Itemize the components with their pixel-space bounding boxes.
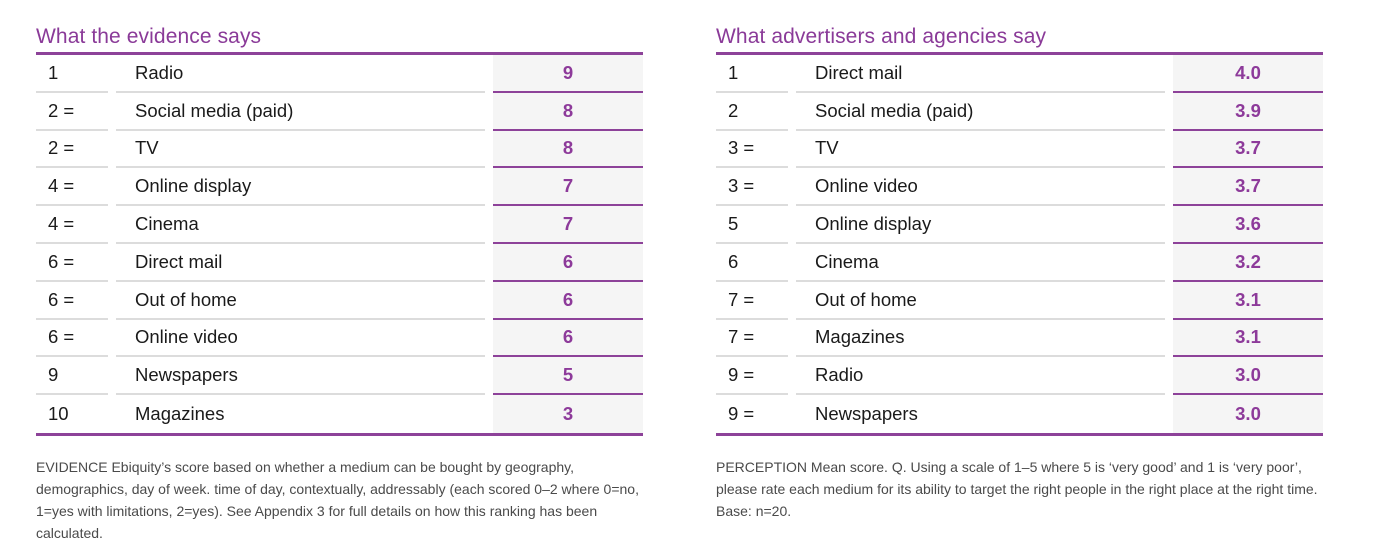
score: 3.2 bbox=[1173, 243, 1323, 282]
rank: 7 = bbox=[716, 282, 788, 320]
evidence-footnote: EVIDENCE Ebiquity’s score based on wheth… bbox=[36, 458, 639, 541]
medium: Direct mail bbox=[116, 244, 485, 282]
rank: 2 bbox=[716, 93, 788, 131]
table-row: 9 = Radio 3.0 bbox=[716, 357, 1323, 396]
evidence-table: 1 Radio 9 2 = Social media (paid) 8 2 = TV 8 4… bbox=[36, 52, 643, 436]
table-row: 3 = Online video 3.7 bbox=[716, 168, 1323, 207]
table-bottom-rule bbox=[36, 432, 643, 436]
rank: 6 = bbox=[36, 320, 108, 358]
table-row: 2 = TV 8 bbox=[36, 130, 643, 169]
rank: 6 = bbox=[36, 282, 108, 320]
score: 3 bbox=[493, 395, 643, 433]
medium: Online display bbox=[796, 206, 1165, 244]
table-row: 6 = Out of home 6 bbox=[36, 281, 643, 320]
score: 8 bbox=[493, 92, 643, 131]
table-row: 6 = Online video 6 bbox=[36, 319, 643, 358]
score: 6 bbox=[493, 281, 643, 320]
rank: 3 = bbox=[716, 168, 788, 207]
table-row: 6 = Direct mail 6 bbox=[36, 243, 643, 282]
score: 3.7 bbox=[1173, 130, 1323, 169]
table-row: 1 Radio 9 bbox=[36, 55, 643, 93]
table-row: 5 Online display 3.6 bbox=[716, 206, 1323, 244]
score: 6 bbox=[493, 243, 643, 282]
medium: Out of home bbox=[796, 282, 1165, 320]
table-row: 4 = Online display 7 bbox=[36, 168, 643, 207]
medium: Radio bbox=[796, 357, 1165, 396]
rank: 2 = bbox=[36, 131, 108, 169]
table-row: 4 = Cinema 7 bbox=[36, 206, 643, 244]
rank: 7 = bbox=[716, 320, 788, 358]
score: 3.0 bbox=[1173, 395, 1323, 433]
score: 6 bbox=[493, 319, 643, 358]
medium: Social media (paid) bbox=[796, 93, 1165, 131]
rank: 6 = bbox=[36, 244, 108, 282]
score: 7 bbox=[493, 206, 643, 244]
table-row: 9 Newspapers 5 bbox=[36, 357, 643, 396]
medium: Out of home bbox=[116, 282, 485, 320]
score: 5 bbox=[493, 357, 643, 396]
score: 3.6 bbox=[1173, 206, 1323, 244]
medium: Cinema bbox=[116, 206, 485, 244]
rank: 2 = bbox=[36, 93, 108, 131]
rank: 4 = bbox=[36, 206, 108, 244]
rank: 10 bbox=[48, 403, 69, 425]
medium: Newspapers bbox=[116, 357, 485, 396]
rank: 9 = bbox=[716, 357, 788, 396]
medium: Online display bbox=[116, 168, 485, 207]
medium: TV bbox=[116, 131, 485, 169]
medium: Radio bbox=[116, 55, 485, 93]
table-row: 2 = Social media (paid) 8 bbox=[36, 92, 643, 131]
medium: Direct mail bbox=[796, 55, 1165, 93]
table-row: 3 = TV 3.7 bbox=[716, 130, 1323, 169]
rank: 1 bbox=[36, 55, 108, 93]
score: 8 bbox=[493, 130, 643, 169]
evidence-title: What the evidence says bbox=[36, 25, 262, 48]
table-row: 10 Magazines 3 bbox=[36, 395, 643, 433]
rank: 6 bbox=[716, 244, 788, 282]
perception-panel: What advertisers and agencies say 1 Direc… bbox=[716, 22, 1323, 522]
score: 3.0 bbox=[1173, 357, 1323, 396]
evidence-panel: What the evidence says 1 Radio 9 2 = Social… bbox=[36, 22, 643, 544]
score: 3.1 bbox=[1173, 281, 1323, 320]
table-row: 7 = Magazines 3.1 bbox=[716, 319, 1323, 358]
medium: Online video bbox=[116, 320, 485, 358]
medium: Magazines bbox=[796, 320, 1165, 358]
table-row: 7 = Out of home 3.1 bbox=[716, 281, 1323, 320]
table-row: 1 Direct mail 4.0 bbox=[716, 55, 1323, 93]
medium: Magazines bbox=[135, 403, 225, 425]
rank: 5 bbox=[716, 206, 788, 244]
perception-table: 1 Direct mail 4.0 2 Social media (paid) 3.9 … bbox=[716, 52, 1323, 436]
medium: Newspapers bbox=[815, 403, 918, 425]
score: 9 bbox=[493, 55, 643, 93]
rank: 9 = bbox=[728, 403, 755, 425]
score: 3.7 bbox=[1173, 168, 1323, 207]
score: 3.9 bbox=[1173, 92, 1323, 131]
score: 4.0 bbox=[1173, 55, 1323, 93]
score: 3.1 bbox=[1173, 319, 1323, 358]
table-bottom-rule bbox=[716, 432, 1323, 436]
medium: Social media (paid) bbox=[116, 93, 485, 131]
table-row: 6 Cinema 3.2 bbox=[716, 243, 1323, 282]
rank: 3 = bbox=[716, 131, 788, 169]
medium: Cinema bbox=[796, 244, 1165, 282]
score: 7 bbox=[493, 168, 643, 207]
table-row: 2 Social media (paid) 3.9 bbox=[716, 92, 1323, 131]
rank: 9 bbox=[36, 357, 108, 396]
medium: TV bbox=[796, 131, 1165, 169]
rank: 1 bbox=[716, 55, 788, 93]
table-row: 9 = Newspapers 3.0 bbox=[716, 395, 1323, 433]
medium: Online video bbox=[796, 168, 1165, 207]
rank: 4 = bbox=[36, 168, 108, 207]
perception-footnote: PERCEPTION Mean score. Q. Using a scale … bbox=[716, 458, 1318, 519]
perception-title: What advertisers and agencies say bbox=[716, 25, 1047, 48]
